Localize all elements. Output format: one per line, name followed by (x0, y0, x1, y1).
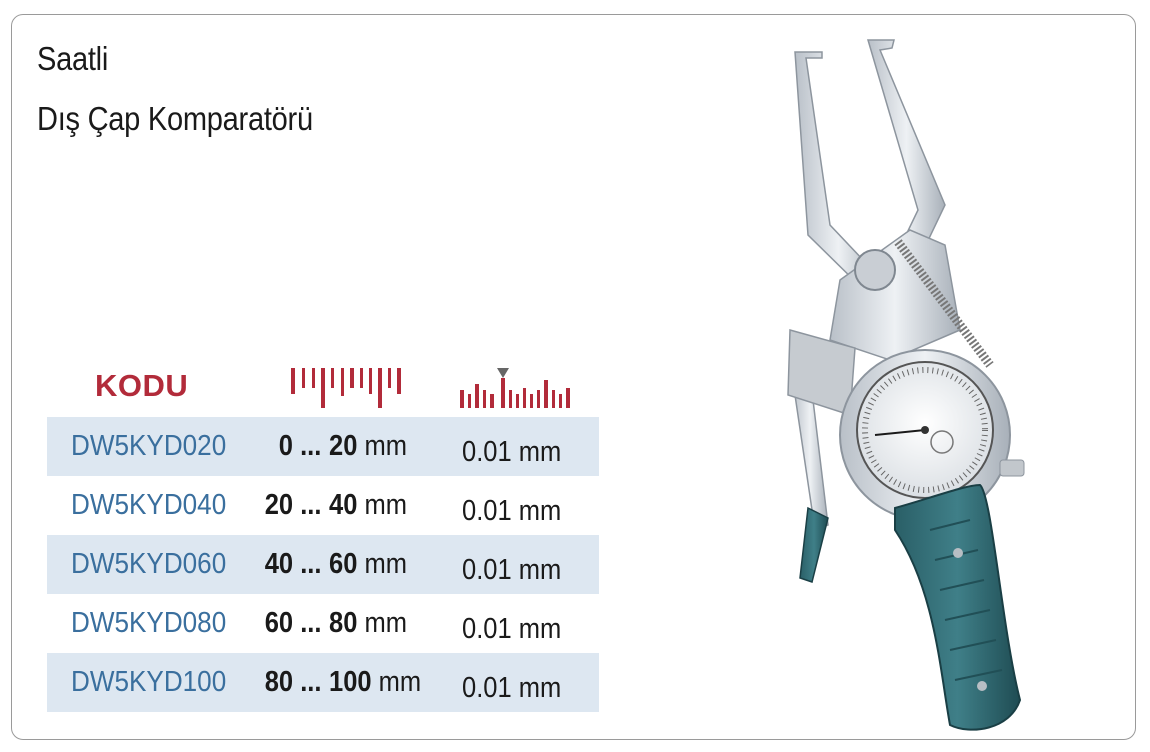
code-column-header: KODU (95, 368, 189, 403)
ruler-range-icon (291, 368, 401, 408)
range-from: 80 ... (264, 666, 321, 698)
ruler-resolution-icon (460, 368, 570, 408)
table-row: DW5KYD100 80 ... 100 mm 0.01 mm (47, 653, 599, 712)
resolution: 0.01 mm (462, 554, 562, 586)
range-to: 100 mm (329, 666, 422, 698)
range-to: 40 mm (329, 489, 408, 521)
resolution: 0.01 mm (462, 613, 562, 645)
range-from: 20 ... (264, 489, 321, 521)
resolution: 0.01 mm (462, 495, 562, 527)
table-row: DW5KYD060 40 ... 60 mm 0.01 mm (47, 535, 599, 594)
resolution: 0.01 mm (462, 672, 562, 704)
range-from: 0 ... (278, 430, 321, 462)
table-row: DW5KYD020 0 ... 20 mm 0.01 mm (47, 417, 599, 476)
range-from: 40 ... (264, 548, 321, 580)
range-to: 20 mm (329, 430, 408, 462)
product-code: DW5KYD020 (71, 430, 227, 462)
product-table: DW5KYD020 0 ... 20 mm 0.01 mm DW5KYD040 … (47, 417, 599, 712)
product-code: DW5KYD080 (71, 607, 227, 639)
product-title-line1: Saatli (37, 40, 109, 77)
dial-caliper-gauge-image (787, 39, 1025, 731)
table-row: DW5KYD040 20 ... 40 mm 0.01 mm (47, 476, 599, 535)
range-from: 60 ... (264, 607, 321, 639)
range-to: 80 mm (329, 607, 408, 639)
product-code: DW5KYD040 (71, 489, 227, 521)
table-row: DW5KYD080 60 ... 80 mm 0.01 mm (47, 594, 599, 653)
product-code: DW5KYD100 (71, 666, 227, 698)
resolution: 0.01 mm (462, 436, 562, 468)
product-title-line2: Dış Çap Komparatörü (37, 100, 313, 137)
range-to: 60 mm (329, 548, 408, 580)
product-code: DW5KYD060 (71, 548, 227, 580)
